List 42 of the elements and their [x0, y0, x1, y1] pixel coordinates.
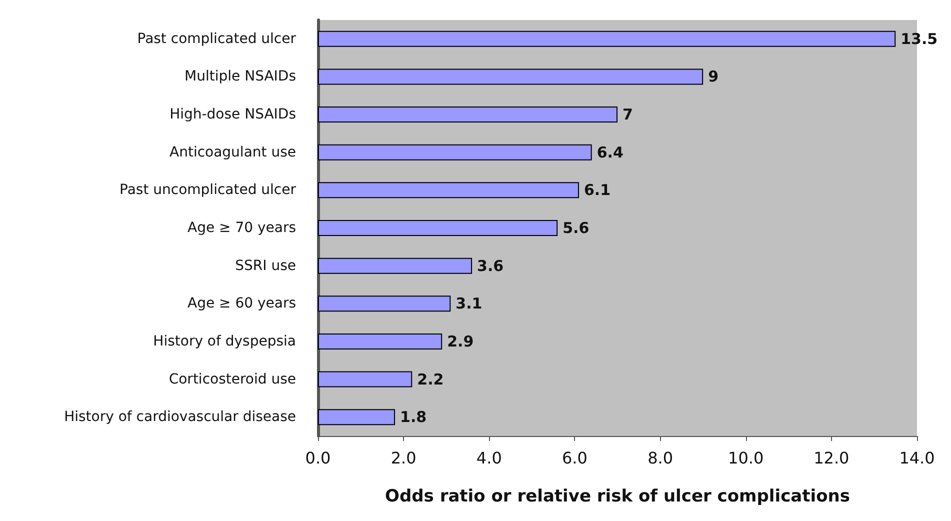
x-tick-label: 0.0 [305, 448, 331, 468]
bar [318, 106, 618, 123]
bar [318, 371, 412, 388]
y-tick-label: SSRI use [235, 258, 296, 274]
data-label: 2.2 [417, 370, 444, 388]
bar [318, 30, 896, 47]
bar [318, 144, 592, 160]
x-tick-label: 12.0 [814, 448, 850, 468]
bar [318, 182, 579, 198]
data-label: 1.8 [400, 408, 427, 426]
x-tick-label: 4.0 [476, 448, 502, 468]
y-tick-label: Anticoagulant use [170, 144, 296, 160]
y-tick-label: High-dose NSAIDs [170, 106, 296, 123]
bar [318, 68, 704, 85]
bar [318, 220, 558, 236]
data-label: 5.6 [562, 219, 590, 237]
x-tick-label: 14.0 [899, 448, 935, 468]
x-tick-label: 6.0 [562, 448, 588, 468]
data-label: 9 [708, 68, 719, 86]
bar [318, 296, 451, 312]
x-tick-label: 10.0 [728, 448, 764, 468]
x-tick-label: 2.0 [390, 448, 416, 468]
data-label: 2.9 [447, 332, 474, 350]
bar [318, 258, 472, 274]
data-label: 6.4 [596, 143, 624, 162]
x-axis-title: Odds ratio or relative risk of ulcer complications [385, 486, 850, 506]
x-tick-label: 8.0 [648, 448, 674, 468]
data-label: 13.5 [900, 30, 938, 48]
data-label: 6.1 [584, 181, 611, 200]
y-tick-label: Age ≥ 60 years [188, 296, 296, 312]
y-tick-label: History of dyspepsia [153, 333, 296, 350]
y-tick-label: Past uncomplicated ulcer [120, 182, 296, 198]
y-tick-label: Multiple NSAIDs [184, 68, 296, 85]
data-label: 3.6 [477, 256, 504, 275]
bar [318, 409, 396, 426]
y-tick-label: Past complicated ulcer [137, 30, 296, 47]
y-tick-label: History of cardiovascular disease [64, 409, 296, 426]
data-label: 3.1 [456, 294, 482, 313]
y-tick-label: Age ≥ 70 years [188, 220, 296, 236]
bar [318, 333, 442, 350]
data-label: 7 [622, 106, 633, 124]
y-tick-label: Corticosteroid use [168, 371, 296, 388]
